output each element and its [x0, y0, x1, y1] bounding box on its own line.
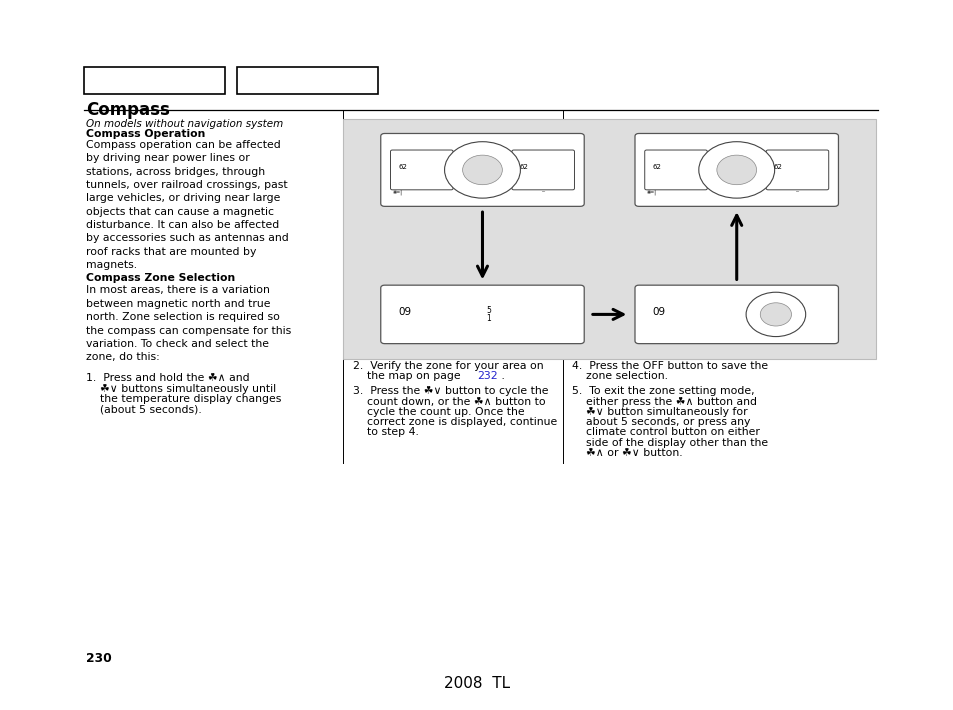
FancyBboxPatch shape [765, 150, 828, 190]
Text: 1.  Press and hold the ☘∧ and: 1. Press and hold the ☘∧ and [86, 373, 250, 383]
FancyBboxPatch shape [380, 285, 583, 344]
FancyBboxPatch shape [380, 133, 583, 207]
Text: 1: 1 [486, 314, 491, 323]
Text: correct zone is displayed, continue: correct zone is displayed, continue [353, 417, 557, 427]
Text: Compass Zone Selection: Compass Zone Selection [86, 273, 234, 283]
Text: either press the ☘∧ button and: either press the ☘∧ button and [572, 396, 757, 407]
Text: 62: 62 [652, 165, 660, 170]
Text: 5: 5 [486, 305, 491, 315]
FancyBboxPatch shape [644, 150, 706, 190]
Text: zone selection.: zone selection. [572, 371, 668, 381]
FancyBboxPatch shape [512, 150, 574, 190]
Text: 2.  Verify the zone for your area on: 2. Verify the zone for your area on [353, 361, 543, 371]
Text: 09: 09 [652, 307, 665, 317]
Text: 62: 62 [519, 165, 528, 170]
Text: 5.  To exit the zone setting mode,: 5. To exit the zone setting mode, [572, 386, 754, 396]
Text: ☘∨ buttons simultaneously until: ☘∨ buttons simultaneously until [86, 383, 275, 394]
Text: 62: 62 [397, 165, 407, 170]
Text: 3.  Press the ☘∨ button to cycle the: 3. Press the ☘∨ button to cycle the [353, 386, 548, 396]
Text: ☘∧ or ☘∨ button.: ☘∧ or ☘∨ button. [572, 448, 682, 458]
Circle shape [444, 142, 519, 198]
Circle shape [745, 293, 805, 337]
Text: ···: ··· [795, 189, 800, 194]
Circle shape [716, 155, 756, 185]
Bar [343, 119, 875, 359]
Text: count down, or the ☘∧ button to: count down, or the ☘∧ button to [353, 396, 545, 407]
Text: ❋=|: ❋=| [646, 189, 656, 195]
Text: On models without navigation system: On models without navigation system [86, 119, 283, 129]
Text: In most areas, there is a variation
between magnetic north and true
north. Zone : In most areas, there is a variation betw… [86, 285, 291, 362]
Text: 4.  Press the OFF button to save the: 4. Press the OFF button to save the [572, 361, 768, 371]
FancyBboxPatch shape [390, 150, 453, 190]
Text: 230: 230 [86, 652, 112, 665]
Text: .: . [497, 371, 504, 381]
Text: (about 5 seconds).: (about 5 seconds). [86, 405, 201, 415]
Circle shape [462, 155, 502, 185]
Text: ···: ··· [540, 189, 545, 194]
Bar [84, 67, 225, 94]
Text: 09: 09 [397, 307, 411, 317]
Circle shape [699, 142, 774, 198]
FancyBboxPatch shape [635, 285, 838, 344]
Text: Compass operation can be affected
by driving near power lines or
stations, acros: Compass operation can be affected by dri… [86, 140, 289, 270]
Text: ❋=|: ❋=| [392, 189, 402, 195]
Bar [236, 67, 377, 94]
FancyBboxPatch shape [635, 133, 838, 207]
Text: 62: 62 [773, 165, 782, 170]
Text: about 5 seconds, or press any: about 5 seconds, or press any [572, 417, 750, 427]
Text: cycle the count up. Once the: cycle the count up. Once the [353, 407, 524, 417]
Text: Compass Operation: Compass Operation [86, 129, 205, 139]
Text: 232: 232 [476, 371, 497, 381]
Text: ☘∨ button simultaneously for: ☘∨ button simultaneously for [572, 407, 747, 417]
Text: Compass: Compass [86, 101, 170, 119]
Text: climate control button on either: climate control button on either [572, 427, 760, 437]
Text: side of the display other than the: side of the display other than the [572, 437, 768, 448]
Text: to step 4.: to step 4. [353, 427, 418, 437]
Text: the temperature display changes: the temperature display changes [86, 394, 281, 404]
Circle shape [760, 302, 791, 326]
Text: 2008  TL: 2008 TL [443, 676, 510, 691]
Text: the map on page: the map on page [353, 371, 463, 381]
